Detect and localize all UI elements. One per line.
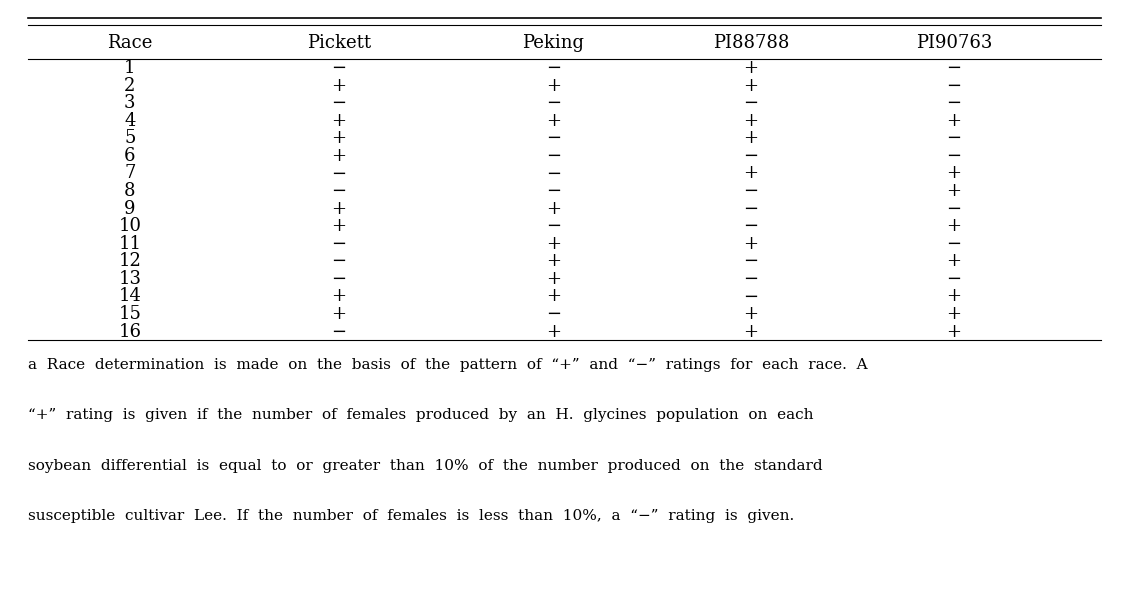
Text: +: + <box>545 288 561 305</box>
Text: +: + <box>545 235 561 253</box>
Text: −: − <box>743 200 759 218</box>
Text: −: − <box>545 94 561 112</box>
Text: +: + <box>545 112 561 130</box>
Text: +: + <box>946 217 962 235</box>
Text: PI90763: PI90763 <box>916 34 992 52</box>
Text: −: − <box>946 76 962 95</box>
Text: +: + <box>331 112 347 130</box>
Text: +: + <box>331 200 347 218</box>
Text: 2: 2 <box>124 76 135 95</box>
Text: −: − <box>331 182 347 200</box>
Text: −: − <box>743 217 759 235</box>
Text: +: + <box>743 323 759 340</box>
Text: +: + <box>743 305 759 323</box>
Text: +: + <box>331 217 347 235</box>
Text: −: − <box>946 235 962 253</box>
Text: −: − <box>545 217 561 235</box>
Text: −: − <box>545 59 561 77</box>
Text: susceptible  cultivar  Lee.  If  the  number  of  females  is  less  than  10%, : susceptible cultivar Lee. If the number … <box>28 509 795 523</box>
Text: 4: 4 <box>124 112 135 130</box>
Text: a  Race  determination  is  made  on  the  basis  of  the  pattern  of  “+”  and: a Race determination is made on the basi… <box>28 358 868 372</box>
Text: 3: 3 <box>124 94 135 112</box>
Text: −: − <box>545 147 561 165</box>
Text: 11: 11 <box>119 235 141 253</box>
Text: 8: 8 <box>124 182 135 200</box>
Text: 6: 6 <box>124 147 135 165</box>
Text: 13: 13 <box>119 270 141 288</box>
Text: +: + <box>743 129 759 147</box>
Text: +: + <box>743 165 759 182</box>
Text: Peking: Peking <box>523 34 584 52</box>
Text: −: − <box>331 165 347 182</box>
Text: +: + <box>545 323 561 340</box>
Text: Pickett: Pickett <box>307 34 370 52</box>
Text: +: + <box>545 76 561 95</box>
Text: +: + <box>545 270 561 288</box>
Text: −: − <box>545 305 561 323</box>
Text: +: + <box>946 165 962 182</box>
Text: −: − <box>946 147 962 165</box>
Text: −: − <box>743 94 759 112</box>
Text: +: + <box>946 182 962 200</box>
Text: −: − <box>946 94 962 112</box>
Text: −: − <box>331 270 347 288</box>
Text: +: + <box>331 147 347 165</box>
Text: “+”  rating  is  given  if  the  number  of  females  produced  by  an  H.  glyc: “+” rating is given if the number of fem… <box>28 408 814 423</box>
Text: Race: Race <box>107 34 152 52</box>
Text: 16: 16 <box>119 323 141 340</box>
Text: −: − <box>545 182 561 200</box>
Text: 7: 7 <box>124 165 135 182</box>
Text: +: + <box>946 288 962 305</box>
Text: 9: 9 <box>124 200 135 218</box>
Text: +: + <box>946 252 962 271</box>
Text: +: + <box>545 252 561 271</box>
Text: −: − <box>743 252 759 271</box>
Text: −: − <box>743 288 759 305</box>
Text: −: − <box>946 59 962 77</box>
Text: −: − <box>331 323 347 340</box>
Text: 12: 12 <box>119 252 141 271</box>
Text: PI88788: PI88788 <box>712 34 789 52</box>
Text: −: − <box>331 235 347 253</box>
Text: soybean  differential  is  equal  to  or  greater  than  10%  of  the  number  p: soybean differential is equal to or grea… <box>28 459 823 473</box>
Text: +: + <box>743 76 759 95</box>
Text: +: + <box>331 76 347 95</box>
Text: +: + <box>545 200 561 218</box>
Text: −: − <box>946 200 962 218</box>
Text: −: − <box>331 59 347 77</box>
Text: −: − <box>946 270 962 288</box>
Text: +: + <box>331 129 347 147</box>
Text: −: − <box>331 252 347 271</box>
Text: +: + <box>331 288 347 305</box>
Text: −: − <box>946 129 962 147</box>
Text: +: + <box>946 323 962 340</box>
Text: +: + <box>946 305 962 323</box>
Text: +: + <box>743 235 759 253</box>
Text: 14: 14 <box>119 288 141 305</box>
Text: 15: 15 <box>119 305 141 323</box>
Text: 5: 5 <box>124 129 135 147</box>
Text: −: − <box>743 182 759 200</box>
Text: +: + <box>743 59 759 77</box>
Text: +: + <box>946 112 962 130</box>
Text: −: − <box>743 270 759 288</box>
Text: −: − <box>545 129 561 147</box>
Text: 10: 10 <box>119 217 141 235</box>
Text: −: − <box>331 94 347 112</box>
Text: −: − <box>545 165 561 182</box>
Text: 1: 1 <box>124 59 135 77</box>
Text: +: + <box>331 305 347 323</box>
Text: −: − <box>743 147 759 165</box>
Text: +: + <box>743 112 759 130</box>
